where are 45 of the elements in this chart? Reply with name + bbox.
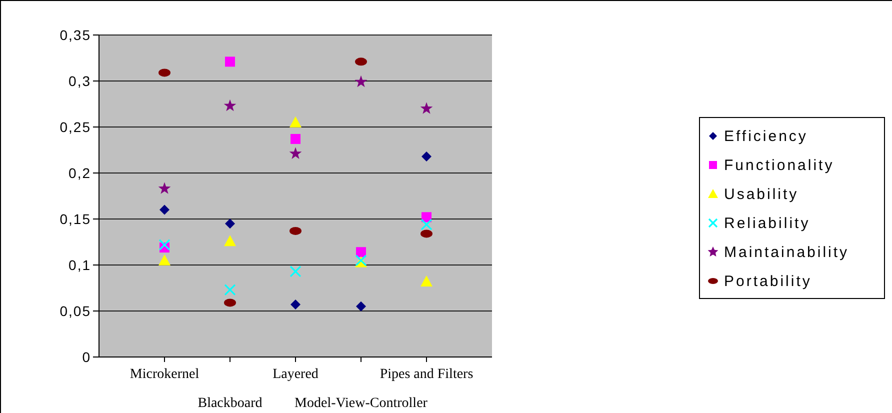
legend-label: Portability bbox=[724, 272, 812, 290]
point bbox=[290, 116, 302, 128]
legend-label: Functionality bbox=[724, 156, 834, 174]
point bbox=[354, 75, 368, 88]
x-tick-label: Layered bbox=[272, 367, 318, 382]
point bbox=[289, 147, 302, 159]
y-tick-label: 0,15 bbox=[60, 210, 91, 227]
x-tick-label: Model-View-Controller bbox=[294, 396, 428, 411]
point bbox=[225, 56, 235, 67]
point bbox=[224, 99, 236, 112]
point bbox=[158, 182, 171, 194]
y-tick-label: 0,3 bbox=[68, 72, 91, 89]
point bbox=[422, 151, 432, 162]
point bbox=[355, 58, 367, 66]
y-tick-label: 0,35 bbox=[60, 26, 91, 43]
point bbox=[225, 218, 235, 229]
point bbox=[356, 301, 366, 312]
y-tick-label: 0,1 bbox=[68, 256, 91, 273]
point bbox=[290, 266, 302, 278]
point bbox=[290, 134, 300, 144]
point bbox=[224, 298, 236, 307]
y-tick-label: 0,2 bbox=[68, 164, 91, 181]
point bbox=[224, 284, 236, 296]
point bbox=[158, 68, 170, 77]
point bbox=[290, 300, 300, 310]
legend-label: Maintainability bbox=[724, 244, 850, 260]
x-tick-label: Blackboard bbox=[198, 396, 262, 411]
point bbox=[420, 102, 433, 114]
y-tick-label: 0 bbox=[82, 348, 91, 365]
point bbox=[224, 235, 236, 246]
x-tick-label: Pipes and Filters bbox=[380, 367, 474, 382]
legend-label: Efficiency bbox=[724, 128, 808, 144]
y-tick-label: 0,25 bbox=[60, 118, 91, 135]
point bbox=[420, 230, 432, 238]
x-tick-label: Microkernel bbox=[130, 367, 200, 382]
point bbox=[160, 204, 170, 215]
point bbox=[290, 226, 302, 235]
y-tick-label: 0,05 bbox=[60, 302, 91, 319]
point bbox=[356, 247, 366, 258]
point bbox=[420, 218, 432, 230]
point bbox=[158, 254, 170, 266]
legend-label: Usability bbox=[724, 186, 799, 202]
point bbox=[158, 238, 170, 251]
legend-label: Reliability bbox=[724, 214, 810, 232]
point bbox=[420, 276, 432, 287]
